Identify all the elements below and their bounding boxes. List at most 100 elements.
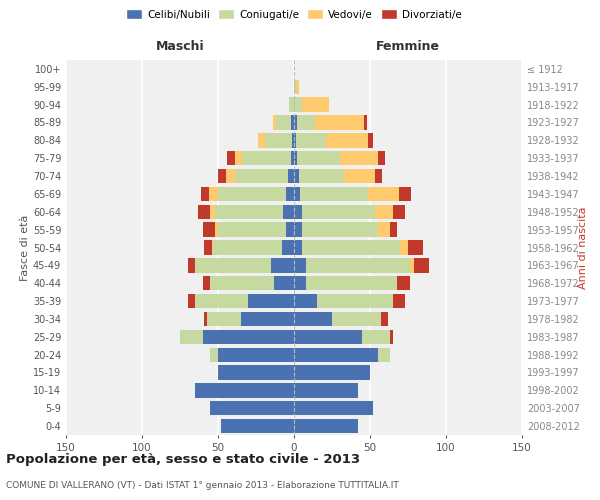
Bar (400, 240, 408, 254)
Bar (203, 276, 211, 290)
Bar (306, 276, 397, 290)
Bar (294, 222, 302, 237)
Bar (215, 222, 218, 237)
Bar (297, 116, 315, 130)
Bar (218, 169, 226, 183)
Bar (203, 330, 294, 344)
Bar (291, 151, 294, 166)
Bar (215, 204, 283, 219)
Bar (282, 240, 294, 254)
Bar (364, 116, 367, 130)
Bar (294, 294, 317, 308)
Text: Femmine: Femmine (376, 40, 440, 53)
Bar (212, 240, 214, 254)
Bar (393, 204, 405, 219)
Bar (208, 312, 241, 326)
Bar (390, 222, 397, 237)
Text: COMUNE DI VALLERANO (VT) - Dati ISTAT 1° gennaio 2013 - Elaborazione TUTTITALIA.: COMUNE DI VALLERANO (VT) - Dati ISTAT 1°… (6, 480, 399, 490)
Bar (297, 151, 340, 166)
Bar (299, 169, 344, 183)
Bar (315, 116, 364, 130)
Bar (294, 383, 358, 398)
Bar (205, 240, 212, 254)
Bar (227, 151, 235, 166)
Bar (302, 240, 400, 254)
Bar (292, 133, 294, 148)
Bar (294, 312, 332, 326)
Bar (294, 133, 296, 148)
Bar (205, 312, 208, 326)
Text: Maschi: Maschi (155, 40, 205, 53)
Bar (294, 204, 302, 219)
Bar (209, 187, 218, 201)
Text: Popolazione per età, sesso e stato civile - 2013: Popolazione per età, sesso e stato civil… (6, 452, 360, 466)
Y-axis label: Fasce di età: Fasce di età (20, 214, 30, 280)
Legend: Celibi/Nubili, Coniugati/e, Vedovi/e, Divorziati/e: Celibi/Nubili, Coniugati/e, Vedovi/e, Di… (122, 5, 466, 24)
Bar (294, 169, 299, 183)
Bar (344, 169, 374, 183)
Bar (273, 116, 276, 130)
Bar (294, 240, 302, 254)
Bar (221, 419, 294, 433)
Bar (211, 348, 218, 362)
Bar (300, 187, 368, 201)
Bar (294, 98, 302, 112)
Bar (296, 133, 326, 148)
Bar (410, 258, 414, 272)
Bar (294, 401, 373, 415)
Bar (380, 312, 388, 326)
Bar (291, 116, 294, 130)
Bar (195, 294, 248, 308)
Bar (302, 98, 329, 112)
Bar (408, 240, 423, 254)
Bar (242, 151, 291, 166)
Bar (302, 204, 374, 219)
Bar (188, 294, 195, 308)
Bar (294, 419, 358, 433)
Bar (218, 366, 294, 380)
Bar (289, 98, 294, 112)
Bar (241, 312, 294, 326)
Bar (286, 222, 294, 237)
Bar (317, 294, 393, 308)
Bar (235, 169, 288, 183)
Bar (294, 330, 362, 344)
Bar (218, 187, 286, 201)
Bar (390, 330, 393, 344)
Bar (180, 330, 203, 344)
Bar (302, 222, 377, 237)
Bar (294, 116, 297, 130)
Bar (265, 133, 292, 148)
Bar (306, 258, 410, 272)
Bar (397, 276, 410, 290)
Bar (235, 151, 242, 166)
Bar (294, 80, 296, 94)
Bar (283, 204, 294, 219)
Bar (374, 169, 382, 183)
Bar (276, 116, 291, 130)
Bar (198, 204, 211, 219)
Bar (294, 258, 306, 272)
Bar (377, 348, 390, 362)
Bar (288, 169, 294, 183)
Bar (294, 366, 370, 380)
Bar (286, 187, 294, 201)
Bar (393, 294, 405, 308)
Bar (218, 348, 294, 362)
Bar (294, 187, 300, 201)
Bar (374, 204, 393, 219)
Bar (340, 151, 377, 166)
Bar (294, 276, 306, 290)
Bar (211, 276, 274, 290)
Bar (332, 312, 380, 326)
Bar (211, 401, 294, 415)
Bar (377, 222, 390, 237)
Bar (203, 222, 215, 237)
Bar (201, 187, 209, 201)
Bar (294, 151, 297, 166)
Bar (377, 151, 385, 166)
Y-axis label: Anni di nascita: Anni di nascita (578, 206, 587, 289)
Bar (211, 204, 215, 219)
Bar (218, 222, 286, 237)
Bar (368, 133, 373, 148)
